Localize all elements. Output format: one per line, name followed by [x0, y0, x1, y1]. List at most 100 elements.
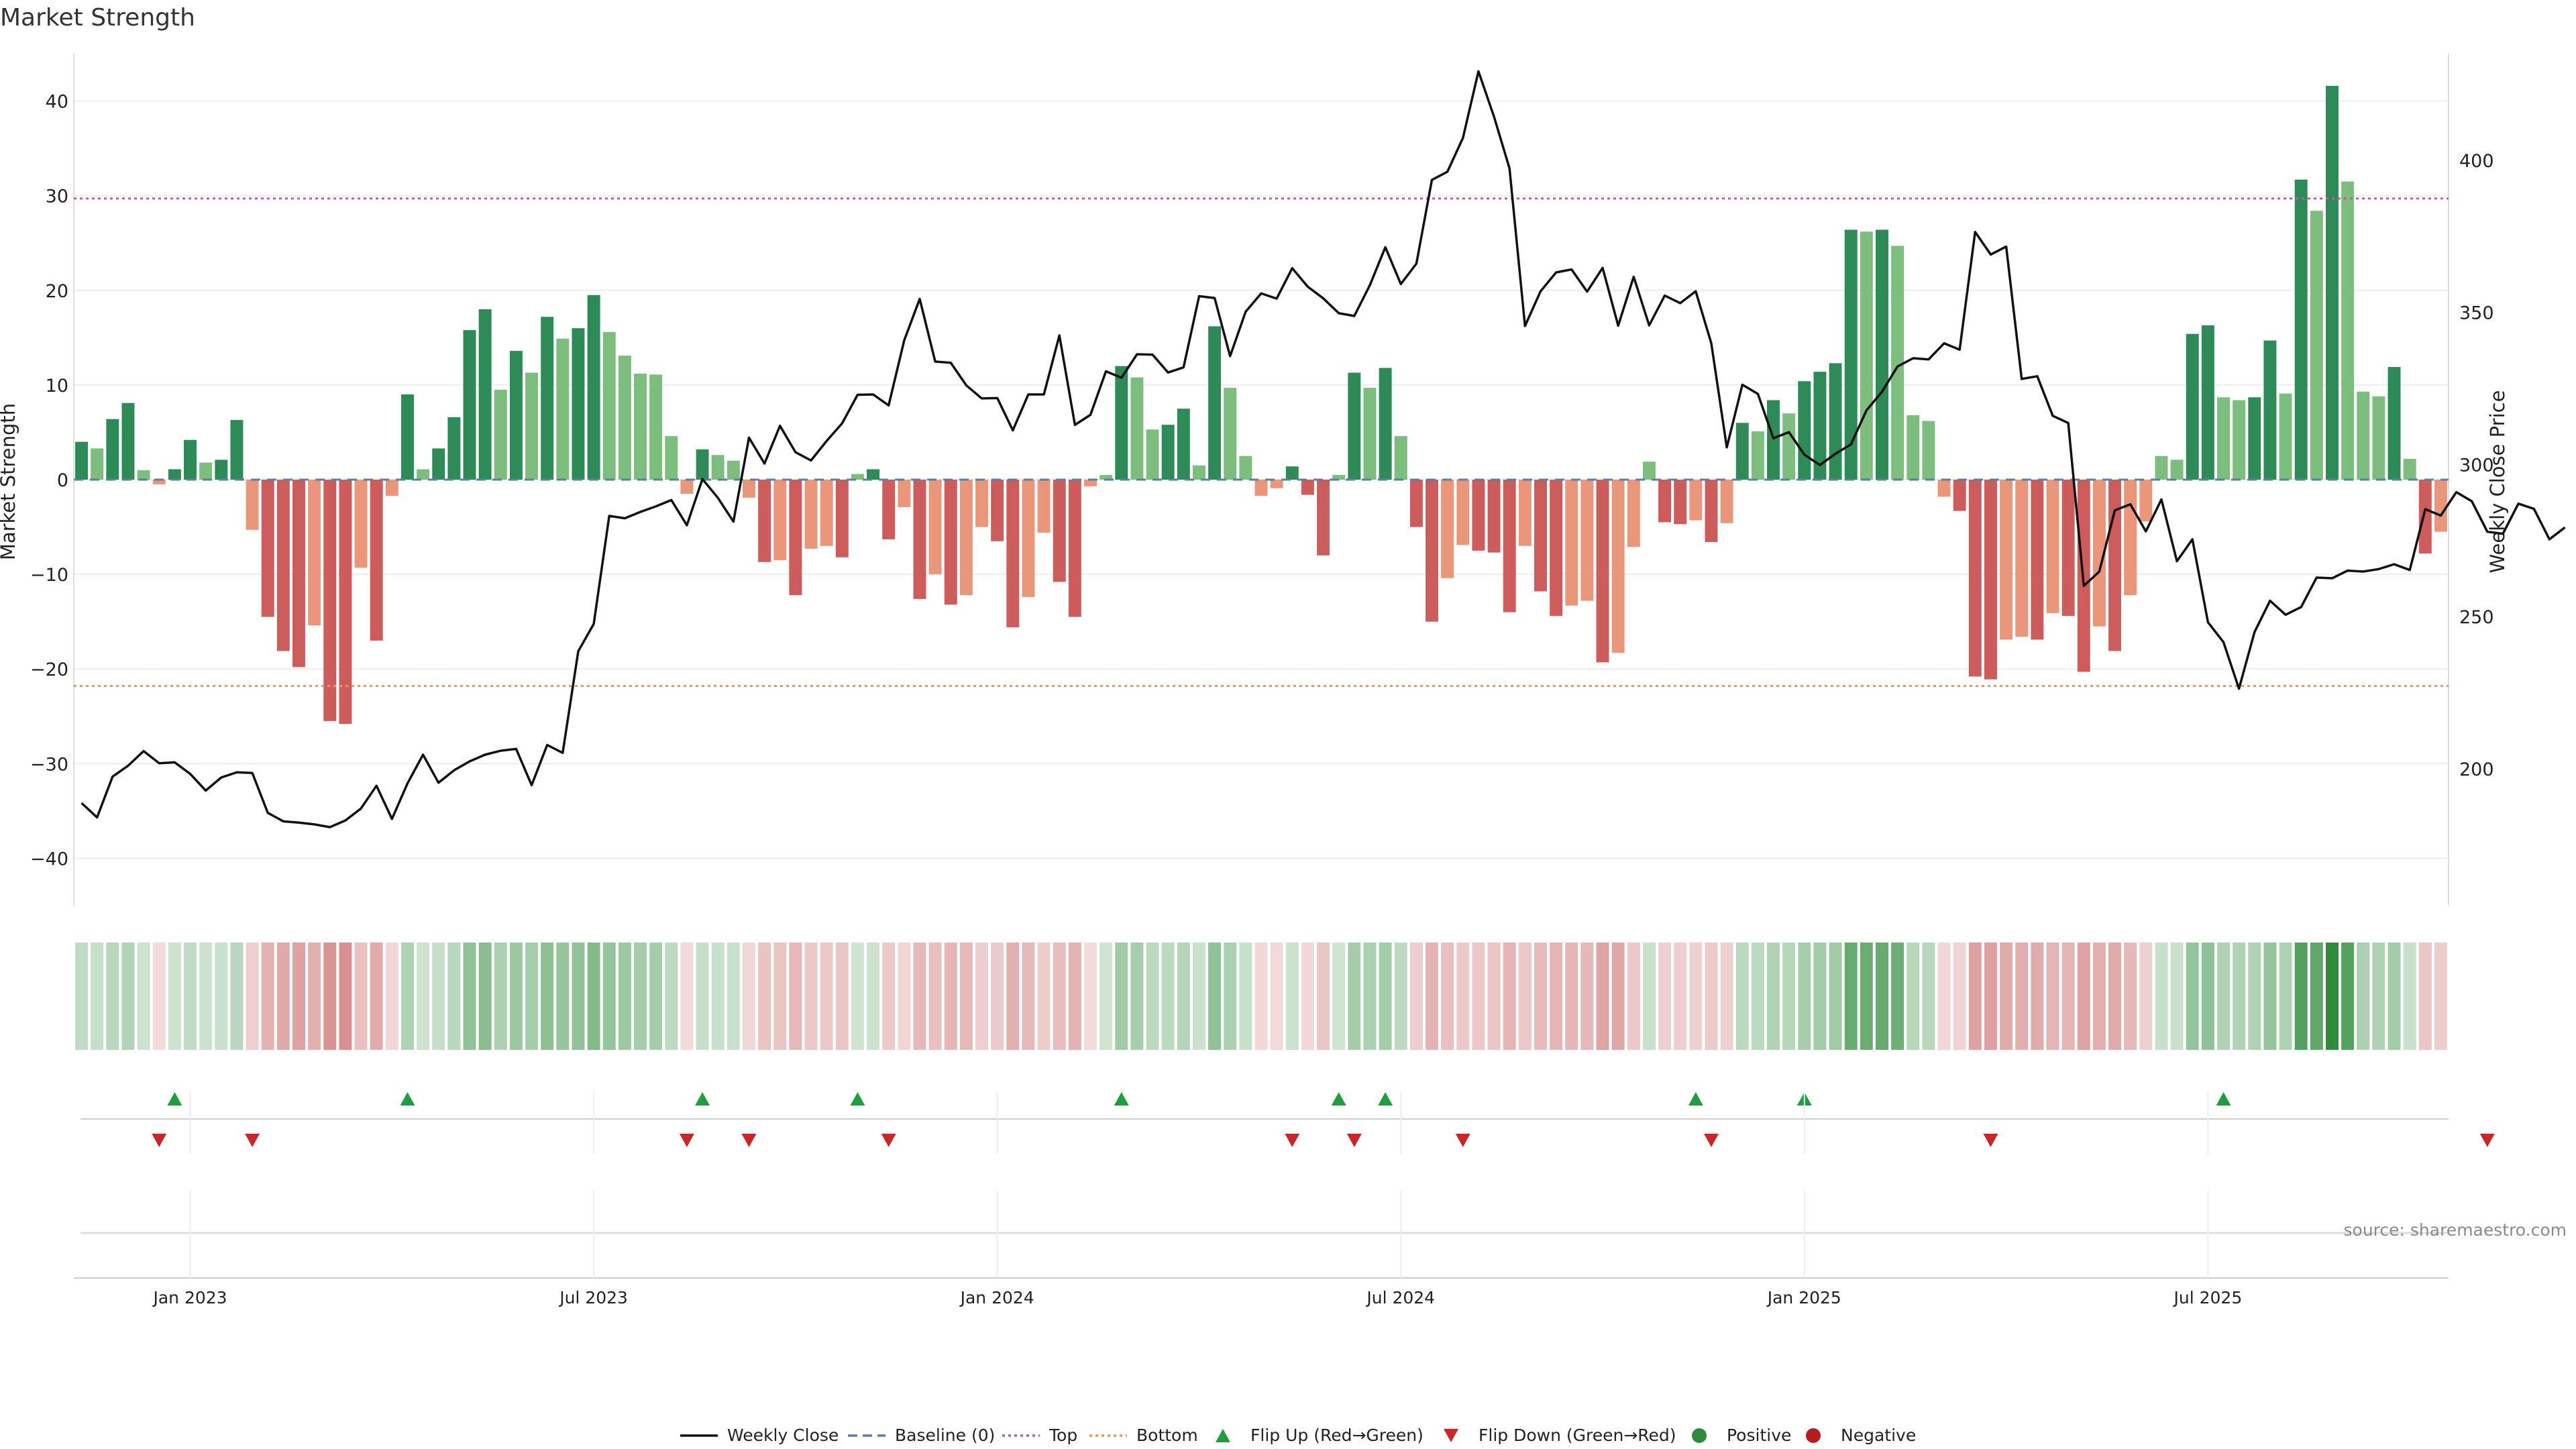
- y2-axis-ticks: 400 350 300 250 200: [2459, 151, 2494, 780]
- heat-cell: [1456, 943, 1470, 1050]
- heat-cell: [106, 943, 119, 1050]
- heat-cell: [773, 943, 787, 1050]
- strength-bar: [339, 480, 352, 724]
- strength-bar: [1084, 480, 1097, 486]
- strength-bar: [696, 449, 709, 480]
- heat-cell: [1891, 943, 1904, 1050]
- heat-cell: [556, 943, 570, 1050]
- strength-bar: [1006, 480, 1020, 628]
- heat-cell: [696, 943, 709, 1050]
- strength-bar: [215, 460, 228, 480]
- legend-label: Positive: [1727, 1426, 1791, 1445]
- flip-down-marker: [152, 1134, 167, 1147]
- heat-cell: [323, 943, 337, 1050]
- heat-cell: [2403, 943, 2416, 1050]
- flip-up-marker: [400, 1092, 415, 1106]
- x-tick-label: Jan 2025: [1766, 1288, 1841, 1307]
- strength-bar: [835, 480, 849, 557]
- strength-bar: [292, 480, 305, 667]
- strength-bar: [1301, 480, 1314, 495]
- flip-up-marker: [850, 1092, 865, 1106]
- heat-cell: [2263, 943, 2277, 1050]
- heat-cell: [944, 943, 957, 1050]
- flip-up-marker: [1378, 1092, 1393, 1106]
- heat-cell: [665, 943, 678, 1050]
- heat-cell: [1565, 943, 1578, 1050]
- heat-cell: [1317, 943, 1330, 1050]
- strength-bar: [820, 480, 833, 546]
- strength-bar: [1829, 363, 1842, 480]
- strength-bar: [1968, 480, 1982, 677]
- weekly-close-series: [80, 70, 2566, 828]
- heat-cell: [2372, 943, 2385, 1050]
- heat-cell: [618, 943, 631, 1050]
- heat-cell: [215, 943, 228, 1050]
- flip-up-marker: [167, 1092, 182, 1106]
- heat-cell: [478, 943, 492, 1050]
- strength-bar: [2279, 393, 2292, 480]
- strength-bar: [541, 317, 554, 480]
- strength-bar: [1037, 480, 1051, 533]
- strength-bar: [1254, 480, 1268, 496]
- flip-down-marker: [1455, 1134, 1470, 1147]
- heat-cell: [246, 943, 259, 1050]
- heat-cell: [680, 943, 694, 1050]
- heat-cell: [804, 943, 818, 1050]
- strength-bar: [2061, 480, 2075, 616]
- strength-bar: [137, 470, 150, 480]
- heat-cell: [1720, 943, 1733, 1050]
- strength-bar: [199, 462, 213, 480]
- heat-cell: [2248, 943, 2261, 1050]
- strength-bar: [1891, 246, 1904, 480]
- strength-bar: [2217, 397, 2230, 480]
- heat-cell: [1022, 943, 1035, 1050]
- heat-cell: [432, 943, 445, 1050]
- heat-cell: [1068, 943, 1081, 1050]
- heat-cell: [2046, 943, 2059, 1050]
- strength-bar: [1876, 229, 1888, 480]
- strength-bar: [2403, 458, 2416, 480]
- heat-cell: [1984, 943, 1997, 1050]
- heat-cell: [2357, 943, 2370, 1050]
- legend-label: Negative: [1841, 1426, 1916, 1445]
- strength-bar: [1782, 413, 1796, 480]
- strength-bar: [665, 436, 678, 480]
- heat-cell: [1782, 943, 1796, 1050]
- strength-bar: [1674, 480, 1687, 525]
- strength-bar: [742, 480, 755, 498]
- heat-cell: [1689, 943, 1703, 1050]
- strength-bar: [649, 374, 663, 480]
- x-tick-label: Jul 2024: [1365, 1288, 1435, 1307]
- heat-cell: [1146, 943, 1159, 1050]
- strength-bar: [323, 480, 337, 721]
- strength-bar: [478, 309, 492, 480]
- heat-cell: [2061, 943, 2075, 1050]
- strength-bar: [1534, 480, 1547, 592]
- strength-bar: [400, 394, 414, 480]
- heat-cell: [1192, 943, 1205, 1050]
- heat-cell: [1161, 943, 1175, 1050]
- heat-cell: [1053, 943, 1066, 1050]
- heat-cell: [851, 943, 864, 1050]
- heat-cell: [758, 943, 771, 1050]
- strength-bar: [1208, 326, 1222, 480]
- strength-bar: [494, 389, 507, 480]
- strength-bar: [882, 480, 896, 539]
- heat-cell: [2170, 943, 2184, 1050]
- strength-bar: [1689, 480, 1703, 521]
- heat-cell: [230, 943, 244, 1050]
- heat-cell: [2186, 943, 2199, 1050]
- heat-cell: [2124, 943, 2137, 1050]
- heat-cell: [2217, 943, 2230, 1050]
- heat-cell: [727, 943, 740, 1050]
- flip-down-marker: [2479, 1134, 2495, 1147]
- heat-cell: [1130, 943, 1144, 1050]
- heat-cell: [1426, 943, 1438, 1050]
- heat-cell: [2294, 943, 2308, 1050]
- y-tick-label: −30: [30, 754, 68, 775]
- strength-bar: [959, 480, 973, 596]
- x-axis-ticks: Jan 2023 Jul 2023 Jan 2024 Jul 2024 Jan 2025…: [152, 1092, 2242, 1307]
- heat-cell: [1224, 943, 1237, 1050]
- y-tick-label: 0: [57, 470, 68, 491]
- strength-bar: [276, 480, 290, 651]
